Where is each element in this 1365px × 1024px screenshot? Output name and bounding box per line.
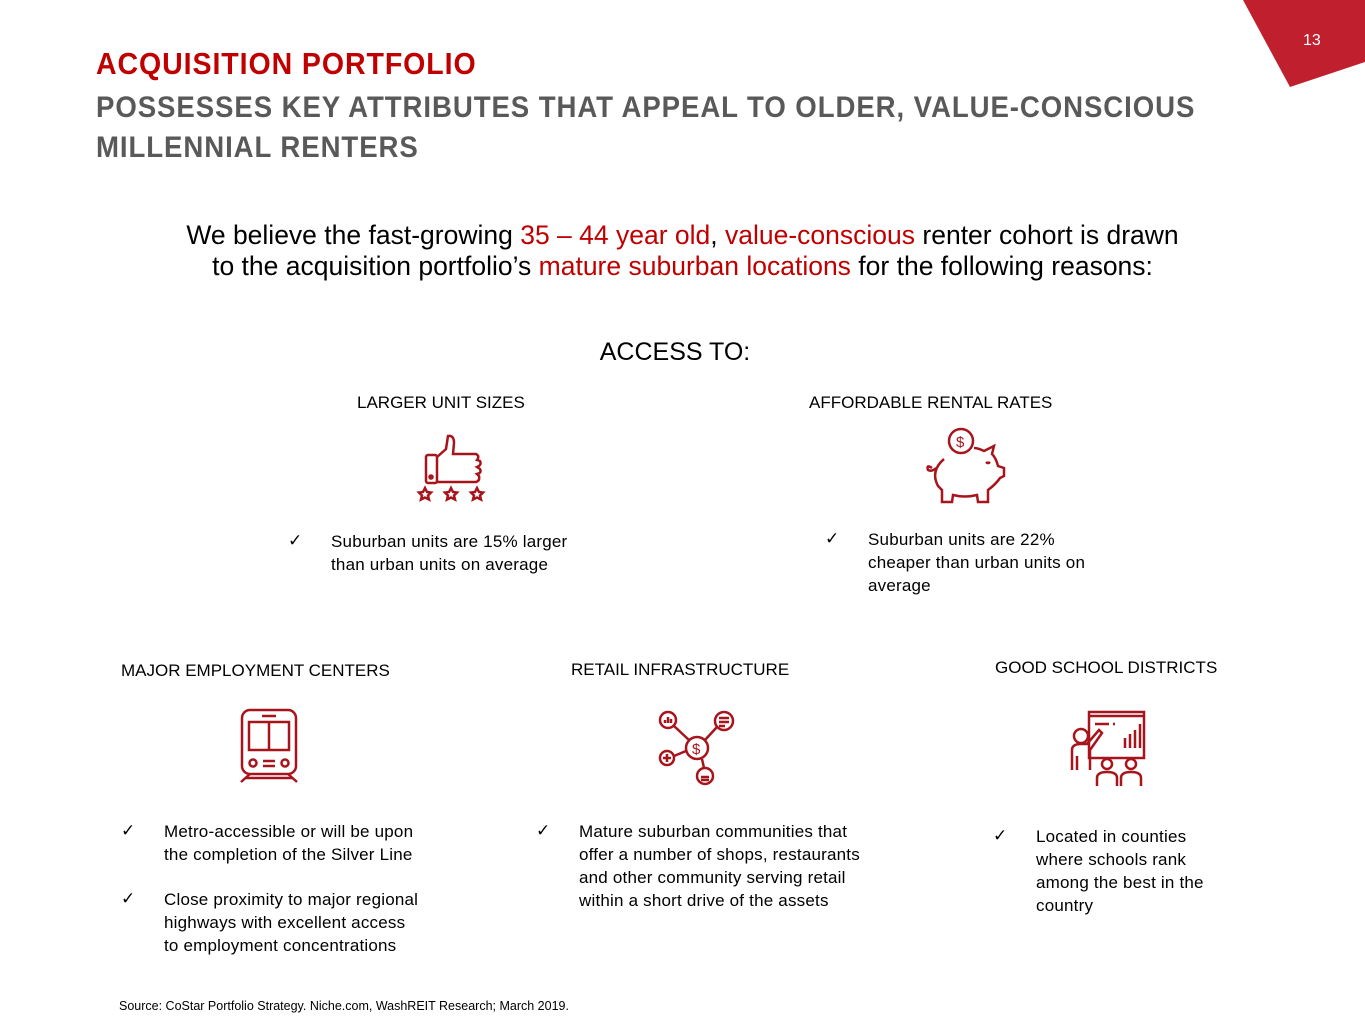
section-heading: GOOD SCHOOL DISTRICTS: [995, 658, 1218, 677]
corner-decoration: [1243, 0, 1365, 87]
section-bullet: Located in counties where schools rank a…: [1036, 827, 1204, 915]
piggy-bank-icon: $: [922, 426, 1008, 508]
check-mark-icon: ✓: [536, 821, 551, 840]
check-mark-icon: ✓: [993, 826, 1008, 845]
access-label: ACCESS TO:: [599, 338, 751, 366]
page-title: ACQUISITION PORTFOLIO: [96, 46, 477, 81]
page-number: 13: [1303, 32, 1321, 49]
intro-highlight: 35 – 44 year old: [520, 220, 711, 250]
intro-text-part: for the following reasons:: [850, 251, 1153, 281]
train-icon: [236, 708, 302, 784]
section-heading: RETAIL INFRASTRUCTURE: [571, 660, 790, 679]
intro-highlight: mature suburban locations: [538, 251, 851, 281]
check-mark-icon: ✓: [121, 821, 136, 840]
check-mark-icon: ✓: [121, 889, 136, 908]
section-heading: AFFORDABLE RENTAL RATES: [809, 393, 1053, 412]
thumbs-up-stars-icon: [414, 433, 490, 509]
retail-network-icon: $: [654, 706, 740, 790]
page-subtitle: POSSESSES KEY ATTRIBUTES THAT APPEAL TO …: [96, 91, 1196, 164]
intro-text: We believe the fast-growing 35 – 44 year…: [0, 220, 1365, 282]
intro-text-part: We believe the fast-growing: [186, 220, 521, 250]
section-heading: MAJOR EMPLOYMENT CENTERS: [121, 661, 390, 680]
section-bullet: Suburban units are 15% larger than urban…: [331, 532, 568, 574]
section-bullet: Metro-accessible or will be upon the com…: [164, 822, 414, 864]
section-bullet: Close proximity to major regional highwa…: [164, 890, 419, 955]
source-note: Source: CoStar Portfolio Strategy. Niche…: [119, 999, 569, 1013]
classroom-icon: [1067, 710, 1147, 788]
intro-highlight: value-conscious: [725, 220, 916, 250]
section-bullet: Suburban units are 22% cheaper than urba…: [868, 530, 1086, 595]
intro-text-part: renter cohort is drawn: [915, 220, 1179, 250]
section-heading: LARGER UNIT SIZES: [357, 393, 525, 412]
svg-text:$: $: [692, 741, 701, 758]
intro-text-part: ,: [710, 220, 725, 250]
check-mark-icon: ✓: [825, 529, 840, 548]
intro-text-part: to the acquisition portfolio’s: [212, 251, 539, 281]
section-bullet: Mature suburban communities that offer a…: [579, 822, 860, 910]
svg-text:$: $: [956, 434, 965, 451]
check-mark-icon: ✓: [288, 531, 303, 550]
